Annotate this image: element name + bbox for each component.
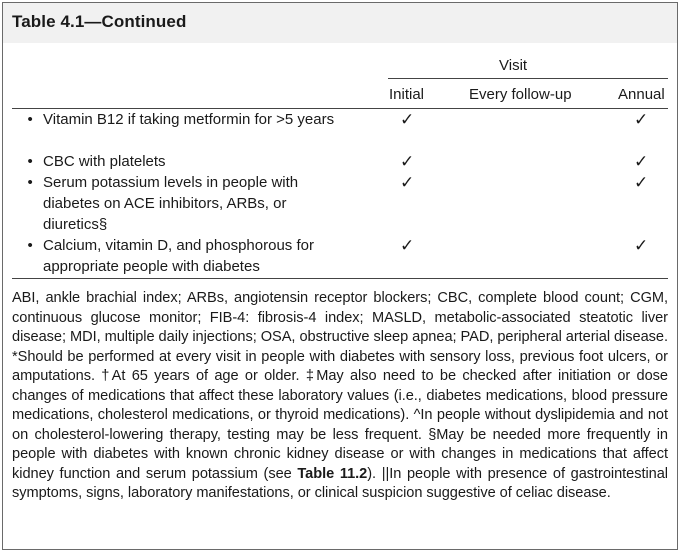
checkmark-icon: ✓ bbox=[400, 110, 415, 129]
table-row-serum-potassium: • Serum potassium levels in people with … bbox=[28, 172, 348, 235]
column-header-every-follow-up: Every follow-up bbox=[469, 86, 572, 103]
table-title: Table 4.1—Continued bbox=[12, 12, 187, 31]
row-label: CBC with platelets bbox=[43, 153, 166, 170]
table-row-cbc: • CBC with platelets bbox=[28, 151, 348, 172]
checkmark-icon: ✓ bbox=[634, 173, 649, 192]
table-footnote: ABI, ankle brachial index; ARBs, angiote… bbox=[12, 289, 668, 504]
checkmark-icon: ✓ bbox=[634, 236, 649, 255]
column-header-annual: Annual bbox=[618, 86, 665, 103]
table-reference-link[interactable]: Table 11.2 bbox=[297, 465, 368, 482]
column-header-initial: Initial bbox=[389, 86, 425, 103]
table-row-calcium-vitamin-d: • Calcium, vitamin D, and phosphorous fo… bbox=[28, 235, 348, 277]
header-rule bbox=[12, 108, 668, 109]
bullet: • bbox=[27, 174, 33, 191]
footnote-text-end: ). ||In people with presence of gastroin… bbox=[12, 465, 668, 502]
checkmark-icon: ✓ bbox=[400, 173, 415, 192]
row-label: Calcium, vitamin D, and phosphorous for … bbox=[43, 237, 314, 275]
title-bar bbox=[3, 3, 677, 43]
footnote-text: ABI, ankle brachial index; ARBs, angiote… bbox=[12, 290, 668, 482]
checkmark-icon: ✓ bbox=[400, 152, 415, 171]
row-label: Vitamin B12 if taking metformin for >5 y… bbox=[43, 111, 335, 128]
row-label: Serum potassium levels in people with di… bbox=[43, 174, 299, 233]
bullet: • bbox=[27, 153, 33, 170]
visit-header: Visit bbox=[499, 57, 528, 74]
visit-header-rule bbox=[388, 78, 668, 79]
checkmark-icon: ✓ bbox=[634, 152, 649, 171]
bullet: • bbox=[27, 111, 33, 128]
bullet: • bbox=[27, 237, 33, 254]
table-row-vitamin-b12: • Vitamin B12 if taking metformin for >5… bbox=[28, 109, 348, 130]
checkmark-icon: ✓ bbox=[400, 236, 415, 255]
table-bottom-rule bbox=[12, 278, 668, 279]
checkmark-icon: ✓ bbox=[634, 110, 649, 129]
